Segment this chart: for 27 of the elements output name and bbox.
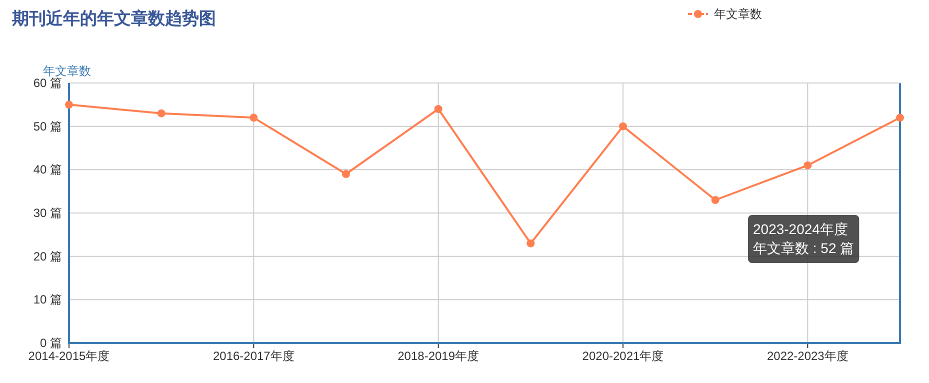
y-tick-label: 10 篇 xyxy=(33,292,62,307)
annotation: 2023-2024年度 xyxy=(753,221,848,237)
y-tick-label: 40 篇 xyxy=(33,162,62,177)
point xyxy=(526,239,535,248)
x-tick-label: 2022-2023年度 xyxy=(766,349,848,363)
annotation: 年文章数 : 52 篇 xyxy=(753,240,854,256)
point xyxy=(434,105,442,113)
y-tick-label: 30 篇 xyxy=(33,206,62,220)
y-axis-title: 年文章数 xyxy=(43,64,91,78)
point xyxy=(711,196,720,204)
x-tick-label: 2018-2019年度 xyxy=(398,349,480,363)
legend-label: 年文章数 xyxy=(714,7,762,21)
point xyxy=(804,161,812,170)
point xyxy=(896,114,904,122)
y-tick-label: 0 篇 xyxy=(40,336,62,350)
x-tick-label: 2020-2021年度 xyxy=(582,349,664,363)
x-tick-label: 2014-2015年度 xyxy=(28,349,110,363)
point xyxy=(157,109,166,118)
point xyxy=(619,122,627,130)
chart-title: 期刊近年的年文章数趋势图 xyxy=(11,9,216,28)
point xyxy=(342,170,350,178)
y-tick-label: 60 篇 xyxy=(33,76,62,90)
x-tick-label: 2016-2017年度 xyxy=(212,349,294,363)
y-tick-label: 50 篇 xyxy=(33,119,62,134)
y-tick-label: 20 篇 xyxy=(33,249,62,264)
point xyxy=(250,114,258,122)
point xyxy=(65,100,73,109)
